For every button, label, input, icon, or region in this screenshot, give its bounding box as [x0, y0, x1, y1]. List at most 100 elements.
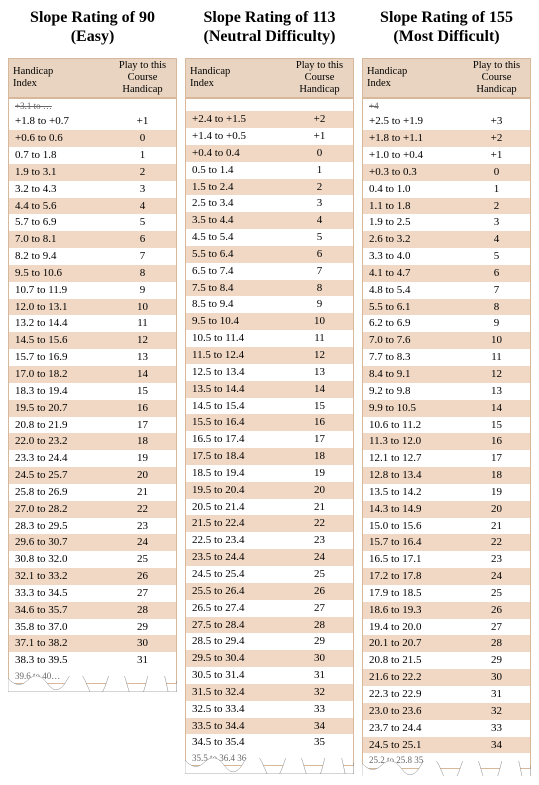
table-row: 6.2 to 6.99 [363, 315, 531, 332]
cell-course-handicap: 0 [463, 164, 531, 181]
table-row: 27.5 to 28.428 [186, 617, 354, 634]
cell-course-handicap: 22 [109, 501, 177, 518]
cell-course-handicap: 1 [286, 162, 354, 179]
cell-handicap-index: 9.2 to 9.8 [363, 383, 464, 400]
cell-handicap-index: 3.3 to 4.0 [363, 248, 464, 265]
slope-column: Slope Rating of 113 (Neutral Difficulty)… [185, 8, 354, 774]
cell-course-handicap: 8 [286, 280, 354, 297]
cell-course-handicap: 25 [463, 585, 531, 602]
cell-course-handicap: 16 [463, 433, 531, 450]
cell-course-handicap: 5 [463, 248, 531, 265]
cell-handicap-index: +1.0 to +0.4 [363, 147, 464, 164]
cell-handicap-index: 14.3 to 14.9 [363, 501, 464, 518]
cell-handicap-index: 23.5 to 24.4 [186, 549, 287, 566]
table-row: 11.3 to 12.016 [363, 433, 531, 450]
cell-course-handicap: 17 [463, 450, 531, 467]
cell-handicap-index: 15.7 to 16.9 [9, 349, 110, 366]
cell-handicap-index: +0.3 to 0.3 [363, 164, 464, 181]
cell-handicap-index: 32.5 to 33.4 [186, 701, 287, 718]
table-row: +2.4 to +1.5+2 [186, 111, 354, 128]
cell-handicap-index: 15.7 to 16.4 [363, 534, 464, 551]
cell-handicap-index: 24.5 to 25.7 [9, 467, 110, 484]
cell-course-handicap: 19 [286, 465, 354, 482]
table-row: 3.2 to 4.33 [9, 181, 177, 198]
table-row: 5.7 to 6.95 [9, 214, 177, 231]
table-row: 16.5 to 17.417 [186, 431, 354, 448]
cell-handicap-index: 19.5 to 20.4 [186, 482, 287, 499]
tear-graphic-bottom [362, 761, 531, 777]
cell-course-handicap: 5 [286, 229, 354, 246]
table-row: 12.8 to 13.418 [363, 467, 531, 484]
cell-course-handicap: 30 [463, 669, 531, 686]
table-row: 24.5 to 25.134 [363, 737, 531, 754]
table-row: 7.5 to 8.48 [186, 280, 354, 297]
table-row: 9.5 to 10.68 [9, 265, 177, 282]
cell-course-handicap: 33 [286, 701, 354, 718]
cell-course-handicap: +3 [463, 113, 531, 130]
cell-handicap-index: 3.2 to 4.3 [9, 181, 110, 198]
cell-course-handicap: +1 [286, 128, 354, 145]
cell-handicap-index: 8.5 to 9.4 [186, 296, 287, 313]
cell-handicap-index: +1.8 to +1.1 [363, 130, 464, 147]
cell-handicap-index: 17.2 to 17.8 [363, 568, 464, 585]
table-row: 24.5 to 25.425 [186, 566, 354, 583]
table-row: 5.5 to 6.46 [186, 246, 354, 263]
cell-handicap-index: 7.0 to 7.6 [363, 332, 464, 349]
table-row: 9.2 to 9.813 [363, 383, 531, 400]
table-row: 4.4 to 5.64 [9, 198, 177, 215]
cell-course-handicap: 29 [286, 633, 354, 650]
table-row: 10.7 to 11.99 [9, 282, 177, 299]
header-course-handicap: Play to thisCourse Handicap [463, 59, 531, 99]
table-row: 23.0 to 23.632 [363, 703, 531, 720]
cell-course-handicap: 27 [286, 600, 354, 617]
table-row: 20.5 to 21.421 [186, 499, 354, 516]
cell-handicap-index: +2.5 to +1.9 [363, 113, 464, 130]
cell-handicap-index: 6.2 to 6.9 [363, 315, 464, 332]
table-row: 12.1 to 12.717 [363, 450, 531, 467]
cell-handicap-index: 33.5 to 34.4 [186, 718, 287, 735]
cell-handicap-index: 9.9 to 10.5 [363, 400, 464, 417]
cell-handicap-index: 23.0 to 23.6 [363, 703, 464, 720]
cell-handicap-index: 17.9 to 18.5 [363, 585, 464, 602]
cell-course-handicap: 5 [109, 214, 177, 231]
table-row: 8.5 to 9.49 [186, 296, 354, 313]
table-row: 15.7 to 16.913 [9, 349, 177, 366]
cell-handicap-index: 27.0 to 28.2 [9, 501, 110, 518]
table-row: 5.5 to 6.18 [363, 299, 531, 316]
table-row: 20.1 to 20.728 [363, 635, 531, 652]
cell-course-handicap: 31 [463, 686, 531, 703]
table-row: 31.5 to 32.432 [186, 684, 354, 701]
cell-course-handicap: 14 [109, 366, 177, 383]
cell-course-handicap: 18 [463, 467, 531, 484]
table-row: 19.4 to 20.027 [363, 619, 531, 636]
cell-course-handicap: +1 [463, 147, 531, 164]
table-row: 23.7 to 24.433 [363, 720, 531, 737]
cell-handicap-index: 21.6 to 22.2 [363, 669, 464, 686]
tear-graphic-bottom [185, 758, 354, 774]
table-row: 4.5 to 5.45 [186, 229, 354, 246]
cell-handicap-index: 29.6 to 30.7 [9, 534, 110, 551]
cell-handicap-index: 12.1 to 12.7 [363, 450, 464, 467]
table-row: 13.2 to 14.411 [9, 315, 177, 332]
cell-handicap-index: 12.5 to 13.4 [186, 364, 287, 381]
cell-handicap-index: 28.5 to 29.4 [186, 633, 287, 650]
table-row: 10.6 to 11.215 [363, 417, 531, 434]
table-row: 20.8 to 21.917 [9, 417, 177, 434]
cell-handicap-index: 7.5 to 8.4 [186, 280, 287, 297]
cell-course-handicap: 20 [463, 501, 531, 518]
table-row: 17.0 to 18.214 [9, 366, 177, 383]
cell-handicap-index: 9.5 to 10.4 [186, 313, 287, 330]
cell-course-handicap: 12 [463, 366, 531, 383]
cell-handicap-index: 20.8 to 21.5 [363, 652, 464, 669]
cell-handicap-index: 7.7 to 8.3 [363, 349, 464, 366]
table-row: 22.0 to 23.218 [9, 433, 177, 450]
cell-handicap-index: 25.5 to 26.4 [186, 583, 287, 600]
header-course-handicap: Play to thisCourse Handicap [109, 59, 177, 99]
column-title: Slope Rating of 90 (Easy) [8, 8, 177, 48]
cell-handicap-index: 11.5 to 12.4 [186, 347, 287, 364]
table-row: 25.8 to 26.921 [9, 484, 177, 501]
cell-handicap-index: 23.3 to 24.4 [9, 450, 110, 467]
table-row: 28.5 to 29.429 [186, 633, 354, 650]
column-title: Slope Rating of 113 (Neutral Difficulty) [185, 8, 354, 48]
cell-handicap-index: 19.5 to 20.7 [9, 400, 110, 417]
